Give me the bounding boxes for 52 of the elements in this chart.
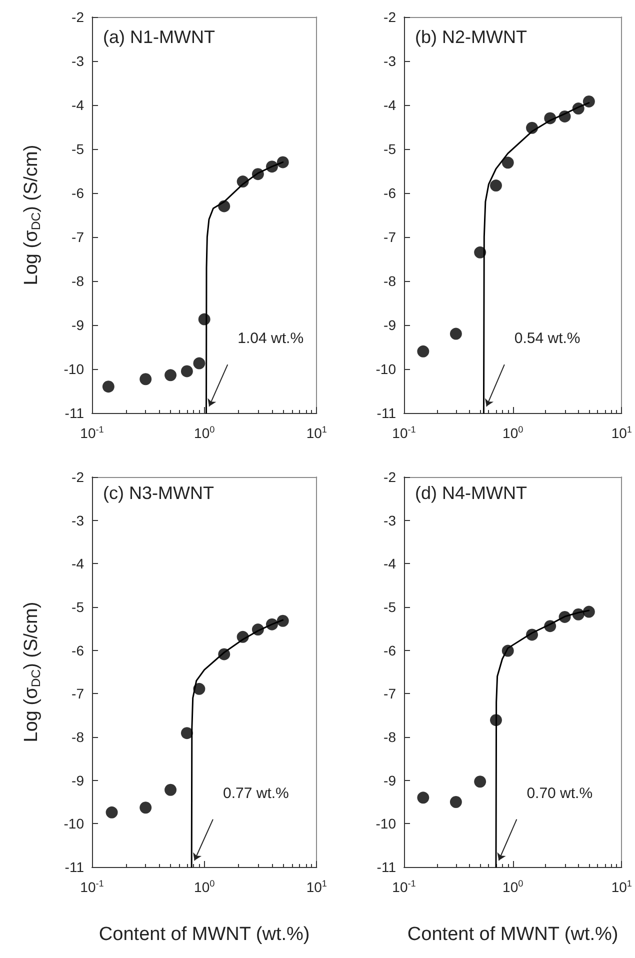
y-tick-label: -5	[384, 599, 396, 615]
annotation: 0.77 wt.%	[223, 784, 289, 802]
y-tick-label: -6	[72, 642, 84, 658]
y-tick-label: -7	[384, 229, 396, 245]
y-tick-label: -4	[72, 556, 84, 572]
y-tick-label: -11	[376, 859, 396, 875]
y-tick-label: -9	[384, 317, 396, 333]
y-tick-label: -6	[384, 642, 396, 658]
y-tick-label: -3	[72, 53, 84, 69]
x-axis-title: Content of MWNT (wt.%)	[98, 924, 310, 945]
x-axis-title: Content of MWNT (wt.%)	[407, 924, 618, 945]
y-tick-label: -8	[72, 273, 84, 289]
annotation: 0.54 wt.%	[514, 330, 580, 348]
y-tick-label: -5	[72, 141, 84, 157]
y-tick-label: -7	[384, 686, 396, 702]
text: (a) N1-MWNT	[103, 27, 215, 47]
y-tick-label: -11	[376, 405, 396, 421]
y-tick-label: -10	[64, 816, 84, 832]
y-tick-label: -2	[384, 9, 396, 25]
y-tick-label: -3	[384, 512, 396, 528]
y-tick-label: -10	[376, 361, 396, 377]
y-tick-label: -3	[72, 512, 84, 528]
y-tick-label: -9	[384, 772, 396, 788]
y-tick-label: -5	[72, 599, 84, 615]
y-tick-label: -9	[72, 317, 84, 333]
y-tick-label: -2	[72, 9, 84, 25]
y-axis-title: Log (σDC) (S/cm)	[21, 144, 43, 286]
y-tick-label: -8	[72, 729, 84, 745]
y-tick-label: -10	[64, 361, 84, 377]
y-tick-label: -2	[72, 469, 84, 485]
y-tick-label: -4	[72, 97, 84, 113]
y-tick-label: -6	[72, 185, 84, 201]
y-tick-label: -5	[384, 141, 396, 157]
y-tick-label: -4	[384, 556, 396, 572]
y-tick-label: -7	[72, 686, 84, 702]
y-tick-label: -8	[384, 273, 396, 289]
y-tick-label: -10	[376, 816, 396, 832]
y-tick-label: -6	[384, 185, 396, 201]
y-tick-label: -11	[64, 405, 84, 421]
y-tick-label: -3	[384, 53, 396, 69]
y-tick-label: -4	[384, 97, 396, 113]
y-tick-label: -11	[64, 859, 84, 875]
y-tick-label: -9	[72, 772, 84, 788]
annotation: 1.04 wt.%	[238, 330, 304, 348]
y-axis-title: Log (σDC) (S/cm)	[21, 602, 43, 742]
chart-title: (c) N3-MWNT	[103, 483, 214, 503]
y-tick-label: -7	[72, 229, 84, 245]
y-tick-label: -8	[384, 729, 396, 745]
text: (b) N2-MWNT	[415, 27, 527, 47]
chart-title: (d) N4-MWNT	[415, 483, 527, 503]
y-tick-label: -2	[384, 469, 396, 485]
annotation: 0.70 wt.%	[526, 784, 593, 802]
